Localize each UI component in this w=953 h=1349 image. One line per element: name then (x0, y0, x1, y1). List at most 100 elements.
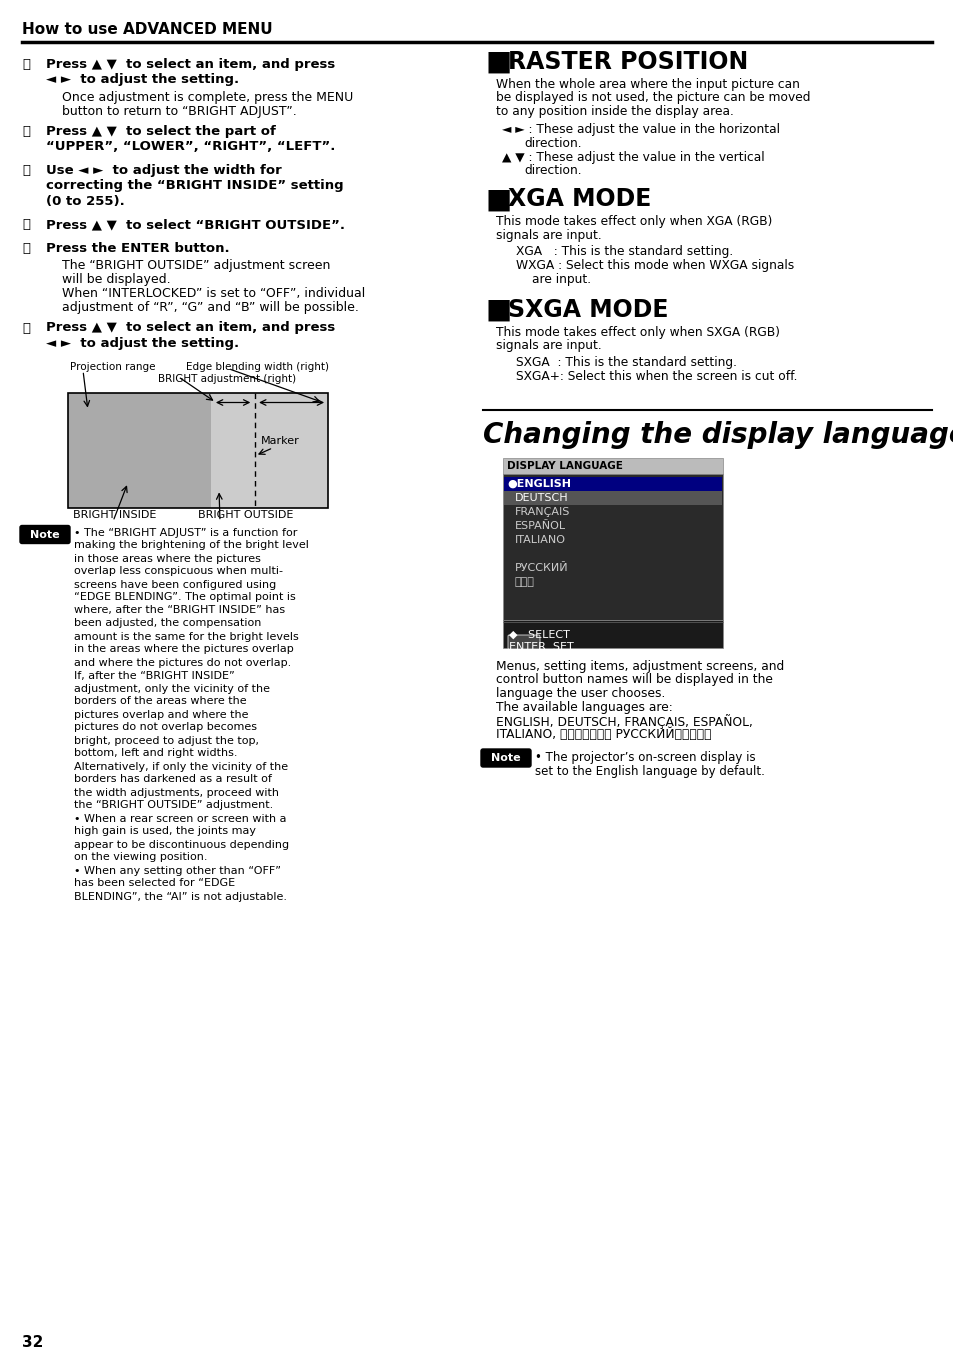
Text: BRIGHT INSIDE: BRIGHT INSIDE (73, 510, 156, 521)
Text: XGA   : This is the standard setting.: XGA : This is the standard setting. (516, 246, 733, 259)
Text: ITALIANO: ITALIANO (515, 536, 565, 545)
Bar (503, 478, 721, 491)
Text: language the user chooses.: language the user chooses. (496, 687, 664, 700)
Text: ⑯: ⑯ (22, 219, 30, 232)
Text: adjustment, only the vicinity of the: adjustment, only the vicinity of the (74, 684, 270, 693)
Text: has been selected for “EDGE: has been selected for “EDGE (74, 878, 234, 889)
Text: ⑰: ⑰ (22, 241, 30, 255)
Text: Press ▲ ▼  to select an item, and press: Press ▲ ▼ to select an item, and press (46, 58, 335, 71)
Text: been adjusted, the compensation: been adjusted, the compensation (74, 618, 261, 629)
Text: ENTER  SET: ENTER SET (509, 642, 573, 652)
Text: will be displayed.: will be displayed. (62, 274, 171, 286)
Text: ●ENGLISH: ●ENGLISH (506, 479, 571, 488)
Text: the “BRIGHT OUTSIDE” adjustment.: the “BRIGHT OUTSIDE” adjustment. (74, 800, 273, 811)
Text: • The “BRIGHT ADJUST” is a function for: • The “BRIGHT ADJUST” is a function for (74, 527, 297, 537)
Bar (502, 473, 722, 621)
Text: amount is the same for the bright levels: amount is the same for the bright levels (74, 631, 298, 642)
Text: ◆   SELECT: ◆ SELECT (509, 630, 569, 639)
Text: Alternatively, if only the vicinity of the: Alternatively, if only the vicinity of t… (74, 761, 288, 772)
Text: Press ▲ ▼  to select the part of: Press ▲ ▼ to select the part of (46, 125, 275, 138)
Text: direction.: direction. (523, 138, 581, 150)
Bar (502, 621, 722, 648)
Text: The “BRIGHT OUTSIDE” adjustment screen: The “BRIGHT OUTSIDE” adjustment screen (62, 259, 330, 272)
Bar (502, 459, 722, 473)
Text: DEUTSCH: DEUTSCH (515, 492, 568, 503)
Text: and where the pictures do not overlap.: and where the pictures do not overlap. (74, 657, 291, 668)
Text: XGA MODE: XGA MODE (507, 188, 651, 212)
Text: BLENDING”, the “AI” is not adjustable.: BLENDING”, the “AI” is not adjustable. (74, 892, 287, 901)
Text: When “INTERLOCKED” is set to “OFF”, individual: When “INTERLOCKED” is set to “OFF”, indi… (62, 287, 365, 301)
Text: signals are input.: signals are input. (496, 229, 601, 241)
Text: correcting the “BRIGHT INSIDE” setting: correcting the “BRIGHT INSIDE” setting (46, 179, 343, 193)
Text: When the whole area where the input picture can: When the whole area where the input pict… (496, 78, 799, 90)
Text: This mode takes effect only when XGA (RGB): This mode takes effect only when XGA (RG… (496, 216, 772, 228)
Text: adjustment of “R”, “G” and “B” will be possible.: adjustment of “R”, “G” and “B” will be p… (62, 301, 358, 314)
Text: borders of the areas where the: borders of the areas where the (74, 696, 247, 707)
Text: bottom, left and right widths.: bottom, left and right widths. (74, 749, 237, 758)
Text: This mode takes effect only when SXGA (RGB): This mode takes effect only when SXGA (R… (496, 326, 780, 339)
Text: where, after the “BRIGHT INSIDE” has: where, after the “BRIGHT INSIDE” has (74, 606, 285, 615)
Text: BRIGHT adjustment (right): BRIGHT adjustment (right) (158, 374, 295, 383)
Text: ■: ■ (485, 295, 512, 324)
Text: Use ◄ ►  to adjust the width for: Use ◄ ► to adjust the width for (46, 165, 281, 177)
Text: ■: ■ (485, 49, 512, 76)
Text: Edge blending width (right): Edge blending width (right) (186, 363, 329, 372)
Text: ■: ■ (485, 186, 512, 213)
Text: • The projector’s on-screen display is: • The projector’s on-screen display is (535, 751, 755, 764)
Text: (0 to 255).: (0 to 255). (46, 196, 125, 208)
Text: Note: Note (491, 753, 520, 764)
Text: the width adjustments, proceed with: the width adjustments, proceed with (74, 788, 278, 797)
Text: FRANÇAIS: FRANÇAIS (515, 507, 570, 517)
Bar (211, 393, 328, 507)
Text: ⑮: ⑮ (22, 165, 30, 177)
Text: bright, proceed to adjust the top,: bright, proceed to adjust the top, (74, 735, 258, 746)
Text: ▲ ▼ : These adjust the value in the vertical: ▲ ▼ : These adjust the value in the vert… (501, 151, 763, 163)
Text: DISPLAY LANGUAGE: DISPLAY LANGUAGE (506, 461, 622, 471)
Text: BRIGHT OUTSIDE: BRIGHT OUTSIDE (198, 510, 294, 521)
Text: Once adjustment is complete, press the MENU: Once adjustment is complete, press the M… (62, 90, 353, 104)
Text: SXGA MODE: SXGA MODE (507, 298, 668, 322)
Text: ◄ ► : These adjust the value in the horizontal: ◄ ► : These adjust the value in the hori… (501, 124, 780, 136)
FancyBboxPatch shape (507, 635, 539, 649)
Text: ESPAÑOL: ESPAÑOL (515, 521, 565, 532)
Text: 32: 32 (22, 1336, 43, 1349)
Text: ◄ ►  to adjust the setting.: ◄ ► to adjust the setting. (46, 73, 239, 86)
FancyBboxPatch shape (480, 749, 531, 768)
Text: 한국어: 한국어 (515, 577, 535, 587)
Text: appear to be discontinuous depending: appear to be discontinuous depending (74, 839, 289, 850)
Text: borders has darkened as a result of: borders has darkened as a result of (74, 774, 272, 785)
Text: РУССКИЙ: РУССКИЙ (515, 563, 568, 573)
Text: Menus, setting items, adjustment screens, and: Menus, setting items, adjustment screens… (496, 660, 783, 673)
Text: direction.: direction. (523, 165, 581, 177)
Text: WXGA : Select this mode when WXGA signals: WXGA : Select this mode when WXGA signal… (516, 259, 794, 272)
Text: on the viewing position.: on the viewing position. (74, 853, 208, 862)
Text: ITALIANO, 日本語，中文， РУССКИЙ，한국어．: ITALIANO, 日本語，中文， РУССКИЙ，한국어． (496, 727, 711, 741)
Text: are input.: are input. (532, 272, 591, 286)
Text: pictures overlap and where the: pictures overlap and where the (74, 710, 248, 719)
Text: RASTER POSITION: RASTER POSITION (507, 50, 747, 74)
Text: ⑬: ⑬ (22, 58, 30, 71)
Text: Press ▲ ▼  to select an item, and press: Press ▲ ▼ to select an item, and press (46, 321, 335, 335)
Text: SXGA  : This is the standard setting.: SXGA : This is the standard setting. (516, 356, 737, 370)
Text: How to use ADVANCED MENU: How to use ADVANCED MENU (22, 22, 273, 36)
Text: Marker: Marker (261, 436, 299, 447)
Text: in the areas where the pictures overlap: in the areas where the pictures overlap (74, 645, 294, 654)
Bar (68, 393, 211, 507)
Bar (503, 491, 721, 505)
Text: overlap less conspicuous when multi-: overlap less conspicuous when multi- (74, 567, 283, 576)
Text: Changing the display language: Changing the display language (482, 421, 953, 449)
Text: screens have been configured using: screens have been configured using (74, 580, 276, 590)
Text: set to the English language by default.: set to the English language by default. (535, 765, 764, 777)
Text: Press the ENTER button.: Press the ENTER button. (46, 241, 230, 255)
Text: ⑱: ⑱ (22, 321, 30, 335)
Text: • When any setting other than “OFF”: • When any setting other than “OFF” (74, 866, 281, 876)
Bar (68, 393, 328, 507)
Text: signals are input.: signals are input. (496, 340, 601, 352)
Text: “EDGE BLENDING”. The optimal point is: “EDGE BLENDING”. The optimal point is (74, 592, 295, 603)
Text: ◄ ►  to adjust the setting.: ◄ ► to adjust the setting. (46, 337, 239, 349)
Text: The available languages are:: The available languages are: (496, 700, 672, 714)
Text: in those areas where the pictures: in those areas where the pictures (74, 553, 260, 564)
Text: “UPPER”, “LOWER”, “RIGHT”, “LEFT”.: “UPPER”, “LOWER”, “RIGHT”, “LEFT”. (46, 140, 335, 154)
Text: control button names will be displayed in the: control button names will be displayed i… (496, 673, 772, 687)
Text: ENGLISH, DEUTSCH, FRANÇAIS, ESPAÑOL,: ENGLISH, DEUTSCH, FRANÇAIS, ESPAÑOL, (496, 714, 752, 728)
